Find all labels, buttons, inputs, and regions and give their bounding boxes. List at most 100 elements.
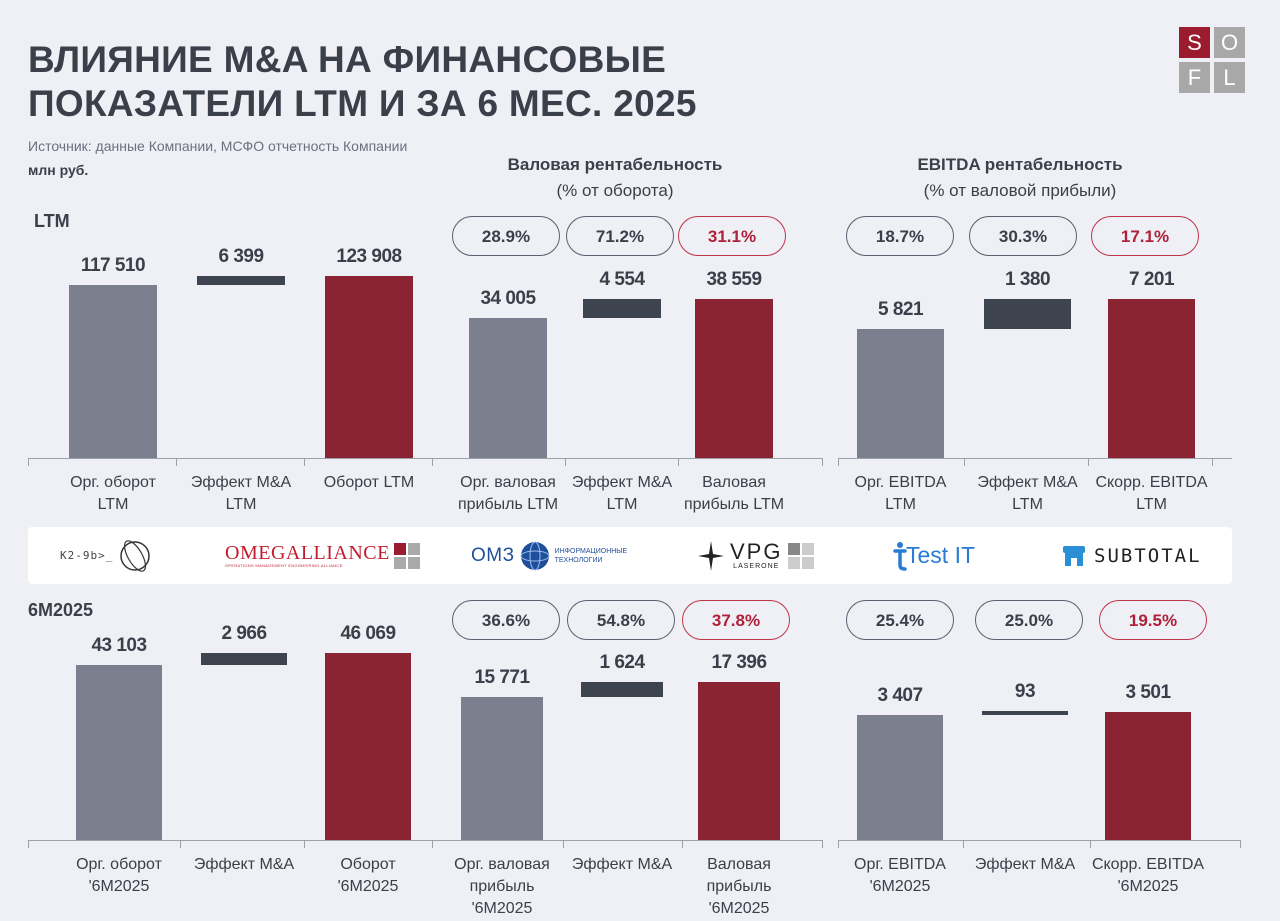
row-label-6m2025: 6M2025 <box>28 600 94 620</box>
ebitda-margin-header: EBITDA рентабельность (% от валовой приб… <box>860 152 1180 204</box>
h1_ebitda-category-total: Скорр. EBITDA '6M2025 <box>1091 856 1205 895</box>
ltm_gross-bar-total <box>695 299 773 458</box>
ltm_ebitda-category-total: Скорр. EBITDA LTM <box>1095 474 1208 513</box>
h1_revenue-tick-0 <box>28 840 29 848</box>
ltm_revenue-tick-2 <box>304 458 305 466</box>
ltm_gross-margin-pill-total: 31.1% <box>678 216 786 256</box>
ltm_revenue-category-organic: Орг. оборот LTM <box>70 474 156 513</box>
h1_gross-axis <box>432 840 822 841</box>
gross-margin-title: Валовая рентабельность <box>507 155 723 174</box>
ltm_gross-tick-2 <box>678 458 679 466</box>
gross-margin-subtitle: (% от оборота) <box>556 181 674 200</box>
gross-margin-header: Валовая рентабельность (% от оборота) <box>470 152 760 204</box>
h1_revenue-bar-total <box>325 653 411 840</box>
ltm_gross-margin-pill-organic: 28.9% <box>452 216 560 256</box>
ltm_ebitda-bar-total <box>1108 299 1195 458</box>
vpg-star-icon <box>698 540 724 571</box>
ltm_gross-margin-pill-effect: 71.2% <box>566 216 674 256</box>
h1_ebitda-value-total: 3 501 <box>1125 682 1171 703</box>
h1_revenue-tick-1 <box>180 840 181 848</box>
ltm_revenue-category-effect: Эффект M&A LTM <box>190 474 292 513</box>
units-note: млн руб. <box>28 162 89 178</box>
logo-cell-o: O <box>1214 27 1245 58</box>
portfolio-logo-strip: K2-9b>_ OMEGALLIANCE OPERATIONS MANAGEME… <box>28 527 1232 584</box>
ltm_ebitda-bar-organic <box>857 329 944 458</box>
ebitda-margin-subtitle: (% от валовой прибыли) <box>923 181 1117 200</box>
h1_gross-bar-effect <box>581 682 663 697</box>
ltm_ebitda-category-effect: Эффект M&A LTM <box>977 474 1078 513</box>
omegalliance-sofl-icon <box>393 542 420 569</box>
omz-logo: ОМЗ ИНФОРМАЦИОННЫЕ ТЕХНОЛОГИИ <box>471 527 627 584</box>
h1_revenue-category-total: Оборот '6M2025 <box>337 856 399 895</box>
h1_ebitda-value-organic: 3 407 <box>877 685 923 707</box>
ltm_ebitda-tick-3 <box>1212 458 1213 466</box>
h1_gross-tick-0 <box>432 840 433 848</box>
omegalliance-tagline: OPERATIONS MANAGEMENT ENGINEERING ALLIAN… <box>225 563 343 568</box>
h1_ebitda-bar-effect <box>982 711 1068 716</box>
h1_gross-value-total: 17 396 <box>711 652 767 673</box>
logo-cell-l: L <box>1214 62 1245 93</box>
ltm_revenue-tick-1 <box>176 458 177 466</box>
h1_ebitda-margin-pill-total: 19.5% <box>1099 600 1207 640</box>
ltm_revenue-axis <box>28 458 432 459</box>
row-label-ltm: LTM <box>34 211 70 231</box>
h1_revenue-bar-effect <box>201 653 287 666</box>
h1_gross-tick-2 <box>682 840 683 848</box>
h1_revenue-category-organic: Орг. оборот '6M2025 <box>76 856 162 895</box>
vpg-tagline: LASERONE <box>733 563 780 570</box>
h1_ebitda-value-effect: 93 <box>1014 681 1036 703</box>
h1_revenue-axis <box>28 840 432 841</box>
h1_ebitda-margin-pill-effect: 25.0% <box>975 600 1083 640</box>
ltm_ebitda-tick-0 <box>838 458 839 466</box>
ltm_ebitda-margin-pill-organic: 18.7% <box>846 216 954 256</box>
h1_revenue-bar-organic <box>76 665 162 840</box>
ltm_ebitda-category-organic: Орг. EBITDA LTM <box>854 474 947 513</box>
h1_revenue-value-organic: 43 103 <box>91 635 147 657</box>
ltm_gross-tick-0 <box>432 458 433 466</box>
h1_gross-category-effect: Эффект M&A <box>571 856 673 873</box>
ltm_gross-axis <box>432 458 822 459</box>
subtotal-logo: SUBTOTAL <box>1062 527 1202 584</box>
h1_revenue-tick-2 <box>304 840 305 848</box>
omegalliance-name: OMEGALLIANCE <box>225 542 390 564</box>
h1_gross-margin-pill-total: 37.8% <box>682 600 790 640</box>
h1_gross-bar-total <box>698 682 780 840</box>
ltm_gross-tick-3 <box>822 458 823 466</box>
ltm_gross-value-total: 38 559 <box>706 269 762 290</box>
h1_revenue-value-total: 46 069 <box>340 623 396 644</box>
ltm_revenue-bar-effect <box>197 275 285 286</box>
h1_gross-margin-pill-effect: 54.8% <box>567 600 675 640</box>
k2-logo-text: K2-9b>_ <box>60 549 114 562</box>
ltm_revenue-value-total: 123 908 <box>336 246 402 267</box>
ltm_gross-value-organic: 34 005 <box>480 287 536 309</box>
h1_ebitda-tick-1 <box>963 840 964 848</box>
testit-name: Test IT <box>906 542 976 568</box>
h1_gross-bar-organic <box>461 696 543 840</box>
title-line-2: ПОКАЗАТЕЛИ LTM И ЗА 6 МЕС. 2025 <box>28 83 697 124</box>
omz-name: ОМЗ <box>471 544 515 566</box>
ltm_ebitda-bar-effect <box>984 299 1071 330</box>
h1_gross-value-organic: 15 771 <box>474 666 530 688</box>
h1_ebitda-bar-total <box>1105 712 1191 840</box>
ltm_ebitda-axis <box>838 458 1232 459</box>
logo-cell-s: S <box>1179 27 1210 58</box>
ltm_ebitda-value-total: 7 201 <box>1128 269 1175 290</box>
vpg-sofl-icon <box>788 542 815 569</box>
omz-globe-icon <box>520 541 550 570</box>
ltm_revenue-bar-total <box>325 276 413 458</box>
k2-logo: K2-9b>_ <box>60 527 153 584</box>
ltm_gross-category-effect: Эффект M&A LTM <box>571 474 673 513</box>
ltm_revenue-tick-0 <box>28 458 29 466</box>
ltm_ebitda-value-effect: 1 380 <box>1004 269 1051 290</box>
ltm_revenue-bar-organic <box>69 285 157 458</box>
ltm_gross-bar-effect <box>583 299 661 318</box>
ltm_ebitda-value-organic: 5 821 <box>877 299 924 321</box>
h1_ebitda-axis <box>838 840 1240 841</box>
ltm_revenue-value-organic: 117 510 <box>80 255 146 277</box>
ltm_ebitda-margin-pill-effect: 30.3% <box>969 216 1077 256</box>
ltm_ebitda-tick-1 <box>964 458 965 466</box>
h1_revenue-category-effect: Эффект M&A <box>193 856 295 873</box>
page-title: ВЛИЯНИЕ M&A НА ФИНАНСОВЫЕ ПОКАЗАТЕЛИ LTM… <box>28 38 697 126</box>
h1_gross-tick-1 <box>563 840 564 848</box>
omegalliance-logo: OMEGALLIANCE OPERATIONS MANAGEMENT ENGIN… <box>225 527 420 584</box>
